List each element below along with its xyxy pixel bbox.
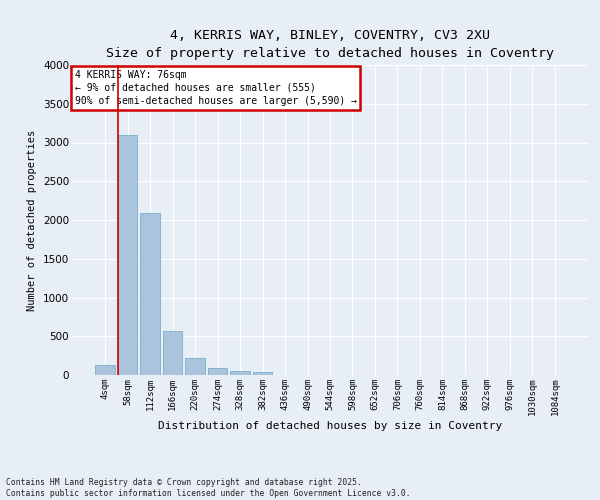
Bar bbox=[208, 368, 227, 375]
Text: 4 KERRIS WAY: 76sqm
← 9% of detached houses are smaller (555)
90% of semi-detach: 4 KERRIS WAY: 76sqm ← 9% of detached hou… bbox=[74, 70, 356, 106]
Y-axis label: Number of detached properties: Number of detached properties bbox=[28, 130, 37, 310]
Bar bbox=[140, 213, 160, 375]
Text: Contains HM Land Registry data © Crown copyright and database right 2025.
Contai: Contains HM Land Registry data © Crown c… bbox=[6, 478, 410, 498]
Bar bbox=[118, 134, 137, 375]
Bar bbox=[230, 370, 250, 375]
Title: 4, KERRIS WAY, BINLEY, COVENTRY, CV3 2XU
Size of property relative to detached h: 4, KERRIS WAY, BINLEY, COVENTRY, CV3 2XU… bbox=[106, 28, 554, 60]
Bar bbox=[95, 365, 115, 375]
Bar bbox=[163, 331, 182, 375]
X-axis label: Distribution of detached houses by size in Coventry: Distribution of detached houses by size … bbox=[158, 421, 502, 431]
Bar bbox=[185, 358, 205, 375]
Bar bbox=[253, 372, 272, 375]
